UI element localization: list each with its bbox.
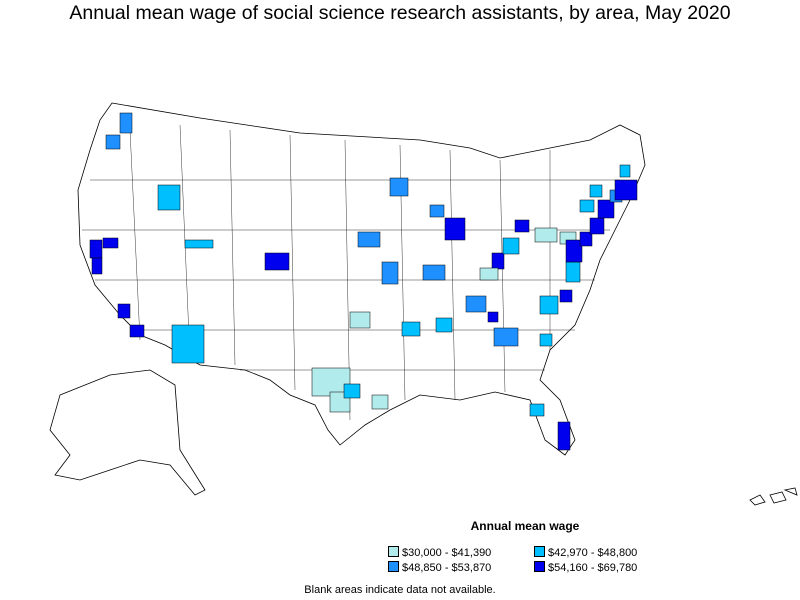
legend-item-tier3: $48,850 - $53,870 — [388, 561, 491, 575]
area-omaha — [357, 231, 381, 248]
area-charleston — [539, 333, 553, 347]
area-st-louis — [422, 264, 446, 281]
area-ohio-east — [534, 227, 558, 243]
area-austin — [343, 383, 361, 399]
area-madison — [429, 204, 445, 218]
area-minneapolis — [389, 177, 409, 197]
area-salt-lake — [184, 239, 214, 249]
area-syracuse — [579, 199, 595, 213]
area-tx-central — [311, 367, 351, 397]
area-san-jose — [91, 257, 103, 275]
legend-label-tier3: $48,850 - $53,870 — [402, 562, 492, 574]
legend-swatch-tier2 — [534, 546, 545, 557]
legend-swatch-tier1 — [388, 546, 399, 557]
legend-swatch-tier4 — [534, 561, 545, 572]
area-denver — [264, 252, 290, 271]
area-detroit — [514, 219, 530, 233]
area-houston — [371, 394, 389, 410]
area-philadelphia — [589, 217, 605, 235]
area-san-diego — [129, 324, 145, 338]
area-kentucky — [479, 267, 499, 281]
footnote: Blank areas indicate data not available. — [304, 584, 496, 596]
area-dc — [565, 239, 583, 263]
area-okc — [349, 311, 371, 329]
wage-areas — [89, 112, 638, 451]
map-title: Annual mean wage of social science resea… — [69, 2, 731, 24]
legend-item-tier4: $54,160 - $69,780 — [534, 561, 637, 575]
alaska-outline — [49, 369, 206, 496]
area-phoenix — [171, 324, 205, 364]
legend-item-tier2: $42,970 - $48,800 — [534, 546, 637, 560]
legend-label-tier2: $42,970 - $48,800 — [548, 547, 638, 559]
area-jacksonville — [529, 403, 545, 417]
legend-label-tier1: $30,000 - $41,390 — [402, 547, 492, 559]
area-borders — [82, 124, 620, 421]
area-baltimore — [579, 231, 593, 247]
area-sacramento — [102, 237, 119, 249]
legend-item-tier1: $30,000 - $41,390 — [388, 546, 491, 560]
area-charlotte — [539, 295, 559, 315]
area-seattle — [119, 112, 133, 134]
area-nyc — [597, 199, 615, 219]
area-shreveport — [435, 317, 453, 333]
area-dallas — [401, 321, 421, 337]
area-chicago — [444, 217, 466, 241]
legend-swatch-tier3 — [388, 561, 399, 572]
area-nashville — [465, 295, 487, 313]
area-portland — [105, 134, 121, 150]
area-kansas-city — [381, 261, 399, 285]
legend-title: Annual mean wage — [470, 519, 580, 533]
area-sf-bay — [89, 239, 103, 259]
area-raleigh — [559, 289, 573, 303]
area-maine — [619, 164, 631, 178]
area-la — [117, 303, 131, 319]
legend-label-tier4: $54,160 - $69,780 — [548, 562, 638, 574]
area-memphis — [487, 311, 499, 323]
hawaii-islands — [749, 487, 798, 506]
area-atlanta — [493, 327, 519, 347]
area-columbus — [502, 237, 520, 255]
area-upstate-ny — [589, 184, 603, 198]
area-boise — [157, 184, 181, 211]
area-boston — [614, 179, 638, 201]
area-indianapolis — [491, 252, 505, 270]
area-virginia — [565, 261, 581, 283]
area-miami — [557, 421, 571, 451]
